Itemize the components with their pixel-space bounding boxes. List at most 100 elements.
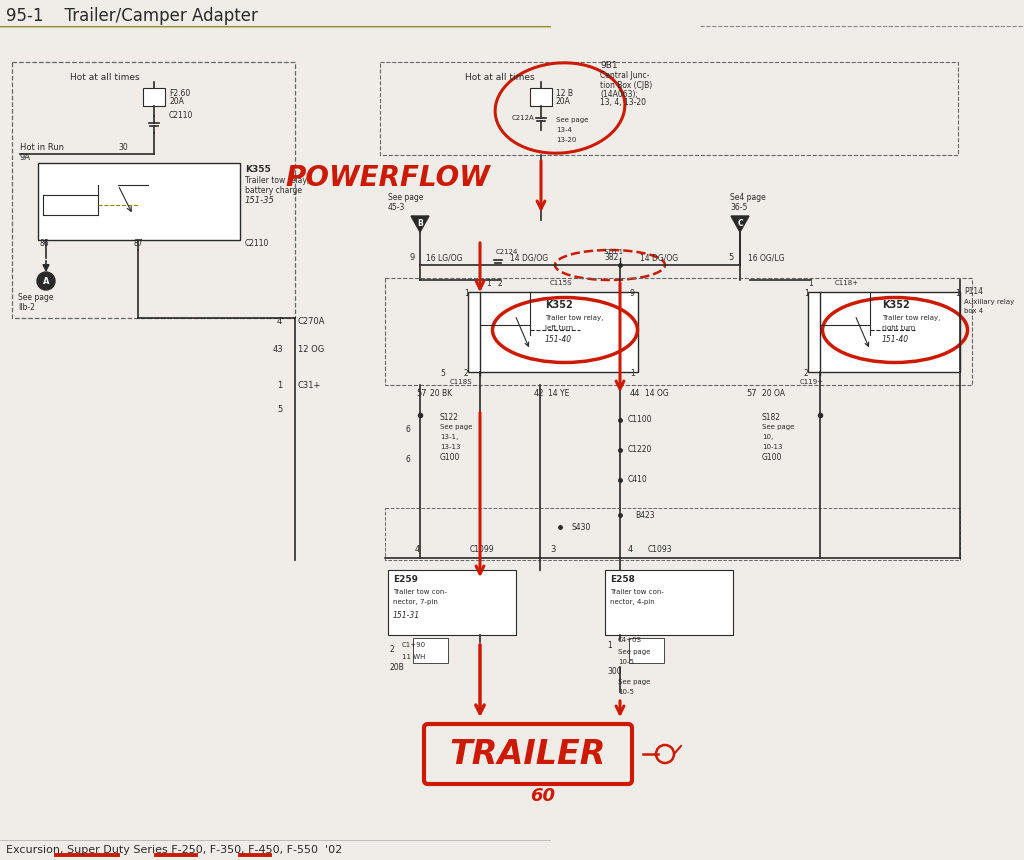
Text: C410: C410 [628,476,648,484]
Text: 20 OA: 20 OA [762,390,785,398]
Text: left turn: left turn [545,325,573,331]
Bar [388,570,516,635]
Text: 6: 6 [406,456,410,464]
Text: C1093: C1093 [648,545,673,555]
Text: K355: K355 [245,165,270,174]
Text: 2: 2 [804,368,809,378]
Bar [38,163,240,240]
Text: A: A [43,277,49,286]
Text: 36-5: 36-5 [730,204,748,212]
Text: 300: 300 [607,667,622,677]
Text: 16 OG/LG: 16 OG/LG [748,254,784,262]
Text: P114: P114 [964,287,983,297]
Text: G100: G100 [762,452,782,462]
Text: 14 DG/OG: 14 DG/OG [510,254,548,262]
Text: TRAILER: TRAILER [450,738,606,771]
Text: 5: 5 [278,406,283,415]
Text: 4: 4 [628,545,633,555]
Text: Central Junc-: Central Junc- [600,71,649,81]
Text: 87: 87 [133,239,142,249]
Text: K352: K352 [882,300,909,310]
Text: 4: 4 [415,545,420,555]
Text: C119+: C119+ [800,379,824,385]
Text: See page: See page [556,117,589,123]
Circle shape [37,272,55,290]
Text: 1: 1 [278,380,283,390]
Text: 151-40: 151-40 [545,335,572,345]
Bar [605,570,733,635]
Text: 9: 9 [410,254,416,262]
Text: C: C [737,219,742,229]
Text: 86: 86 [40,239,49,249]
Text: tion Box (CJB): tion Box (CJB) [600,81,652,89]
Text: S430: S430 [572,523,592,531]
Text: 1: 1 [607,641,611,649]
Text: 5: 5 [728,254,733,262]
Text: 11 WH: 11 WH [402,654,425,660]
Text: 3: 3 [550,545,555,555]
Text: 151-35: 151-35 [245,196,274,205]
Text: 60: 60 [530,787,555,805]
Text: C2124: C2124 [496,249,518,255]
Text: S182: S182 [762,413,781,421]
Text: 2: 2 [464,368,469,378]
Text: 2: 2 [498,279,503,287]
Text: S10.1: S10.1 [604,249,624,255]
Text: 9A: 9A [20,153,31,163]
Bar [808,292,961,372]
Text: C118+: C118+ [835,280,859,286]
Text: C1100: C1100 [628,415,652,425]
Text: 10-5: 10-5 [618,659,634,665]
Text: 151-40: 151-40 [882,335,909,345]
Bar [385,278,972,385]
Text: nector, 7-pin: nector, 7-pin [393,599,438,605]
Text: S122: S122 [440,413,459,421]
Text: 13-13: 13-13 [440,444,461,450]
Polygon shape [731,216,749,232]
Text: Trailer tow relay,: Trailer tow relay, [545,315,603,321]
Text: 4: 4 [278,317,283,327]
Text: 43: 43 [273,346,284,354]
Text: Trailer tow con-: Trailer tow con- [393,589,446,595]
Text: 30: 30 [118,144,128,152]
Text: battery charge: battery charge [245,186,302,195]
Text: B423: B423 [635,511,654,519]
Bar [143,88,165,106]
Text: E258: E258 [610,575,635,585]
Bar [629,638,664,663]
Text: C2110: C2110 [169,112,194,120]
Text: 16 LG/OG: 16 LG/OG [426,254,463,262]
Text: 1: 1 [464,288,469,298]
Text: 9B1: 9B1 [600,62,617,71]
Text: 14 OG: 14 OG [645,390,669,398]
Text: 20B: 20B [390,662,404,672]
Text: 382: 382 [604,254,618,262]
Text: IIb-2: IIb-2 [18,304,35,312]
Text: Hot in Run: Hot in Run [20,144,63,152]
Text: 57: 57 [746,390,757,398]
Text: 13-20: 13-20 [556,137,577,143]
Text: 5: 5 [440,368,444,378]
Text: Trailer tow relay,: Trailer tow relay, [245,176,309,185]
Text: (14A063);: (14A063); [600,89,638,99]
Text: See page: See page [18,293,53,303]
Text: C31+: C31+ [298,380,322,390]
Text: C118S: C118S [450,379,473,385]
Text: 1: 1 [808,279,813,287]
Text: 10-13: 10-13 [762,444,782,450]
Text: K352: K352 [545,300,572,310]
Text: 20A: 20A [169,97,184,107]
Text: 42: 42 [534,390,545,398]
Text: 9: 9 [630,288,635,298]
Bar [380,62,958,155]
Text: Excursion, Super Duty Series F-250, F-350, F-450, F-550  '02: Excursion, Super Duty Series F-250, F-35… [6,845,342,855]
Text: C212A: C212A [512,115,535,121]
Text: 13-1,: 13-1, [440,434,459,440]
Text: 12 OG: 12 OG [298,346,325,354]
Text: 13-4: 13-4 [556,127,571,133]
Text: 20 BK: 20 BK [430,390,453,398]
Text: See page: See page [762,424,795,430]
Text: right turn: right turn [882,325,915,331]
Text: 2: 2 [390,646,394,654]
Text: C2110: C2110 [245,239,269,249]
